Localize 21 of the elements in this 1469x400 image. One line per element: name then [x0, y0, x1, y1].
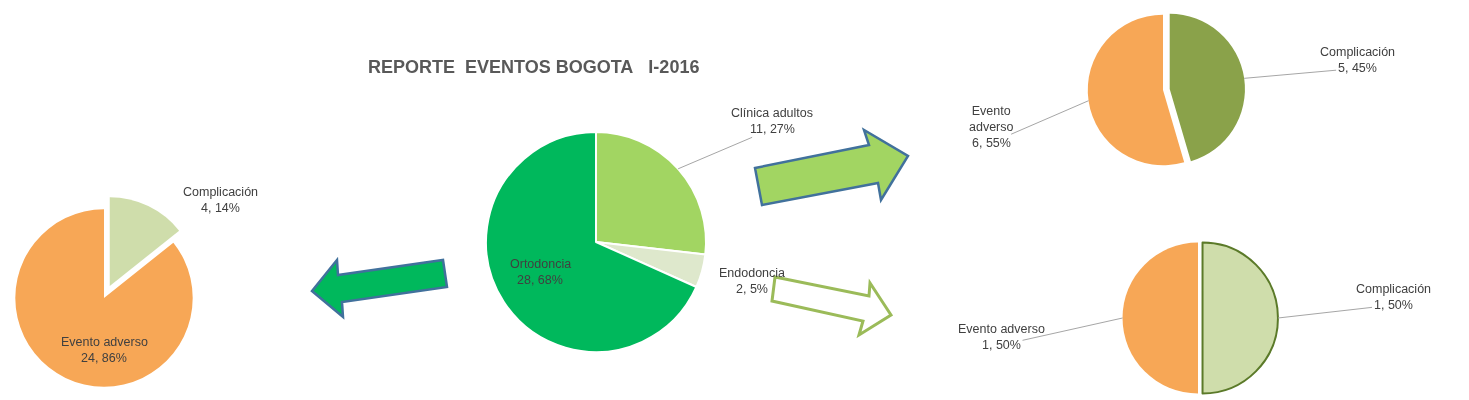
- slice-label: Evento adverso: [61, 335, 148, 349]
- slice-label: Complicación: [1356, 282, 1432, 296]
- data-label: 1, 50%: [982, 338, 1021, 352]
- slice-label: Endodoncia: [719, 266, 786, 280]
- slice-label: Ortodoncia: [510, 257, 572, 271]
- data-label: 4, 14%: [201, 201, 240, 215]
- pie-slice: [1201, 241, 1279, 395]
- data-label: 2, 5%: [736, 282, 768, 296]
- pie-slice: [1122, 242, 1198, 394]
- slice-label: Clínica adultos: [731, 106, 813, 120]
- data-label: 24, 86%: [81, 351, 127, 365]
- data-label: 1, 50%: [1374, 298, 1413, 312]
- slice-label: Complicación: [183, 185, 259, 199]
- data-label: 28, 68%: [517, 273, 563, 287]
- data-label: 6, 55%: [972, 136, 1011, 150]
- chart-title: REPORTE EVENTOS BOGOTA I-2016: [368, 57, 700, 77]
- slice-label: Evento adverso: [958, 322, 1045, 336]
- slice-label: Evento adverso: [969, 104, 1014, 135]
- data-label: 11, 27%: [750, 122, 795, 136]
- data-label: 5, 45%: [1338, 61, 1377, 75]
- slice-label: Complicación: [1320, 45, 1396, 59]
